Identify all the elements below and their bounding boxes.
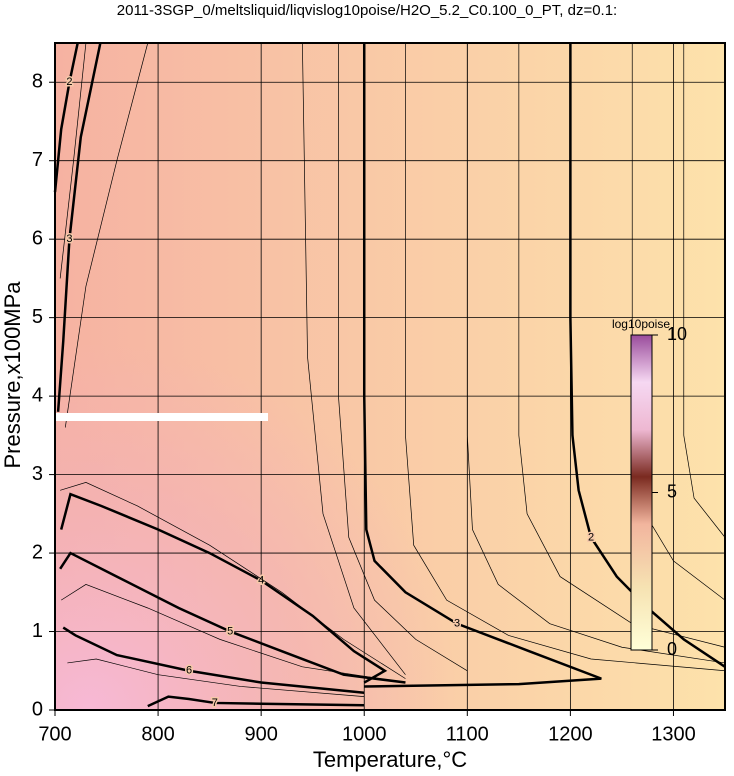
- x-tick-label: 900: [244, 723, 277, 745]
- x-tick-label: 1200: [548, 723, 593, 745]
- plot-frame: [54, 42, 726, 711]
- y-tick-label: 2: [32, 541, 43, 563]
- contour-line: [147, 695, 365, 708]
- y-tick-label: 1: [32, 620, 43, 642]
- colorbar: [630, 334, 653, 651]
- contour-line: [338, 43, 468, 672]
- x-tick-label: 1100: [446, 723, 489, 745]
- y-tick-label: 0: [32, 698, 43, 720]
- contour-line: [683, 43, 726, 538]
- contour-label: 2: [588, 531, 594, 543]
- colorbar-tick-label: 5: [667, 481, 677, 501]
- contour-line: [302, 42, 406, 675]
- x-tick-label: 1000: [342, 723, 387, 745]
- contour-line: [60, 584, 406, 683]
- colorbar-tick-label: 0: [667, 639, 677, 659]
- contour-label: 2: [66, 76, 72, 88]
- contour-line: [62, 626, 365, 694]
- contour-label: 3: [454, 618, 460, 630]
- contour-line: [466, 43, 726, 664]
- x-tick-label: 800: [141, 723, 174, 745]
- plot-shading: [55, 43, 725, 710]
- colorbar-label: log10poise: [612, 317, 670, 331]
- contour-line: [59, 492, 388, 684]
- y-tick-label: 7: [32, 149, 43, 171]
- contour-label: 3: [66, 233, 72, 245]
- y-axis-label: Pressure,x100MPa: [0, 281, 25, 469]
- contour-line: [569, 43, 726, 668]
- contour-line: [67, 658, 365, 698]
- chart-title: 2011-3SGP_0/meltsliquid/liqvislog10poise…: [117, 2, 617, 19]
- contour-line: [59, 42, 87, 279]
- y-tick-label: 4: [32, 384, 43, 406]
- contour-line: [60, 482, 406, 679]
- contour-line: [56, 42, 102, 412]
- contour-line: [59, 551, 406, 684]
- y-tick-label: 6: [32, 227, 43, 249]
- contour-line: [53, 42, 79, 193]
- contour-label: 5: [227, 625, 233, 637]
- x-tick-label: 1300: [651, 723, 696, 745]
- contour-line: [362, 43, 602, 688]
- contour-label: 6: [186, 665, 192, 677]
- x-axis-label: Temperature,°C: [313, 747, 467, 772]
- y-tick-label: 5: [32, 306, 43, 328]
- y-tick-label: 3: [32, 463, 43, 485]
- contour-line: [64, 42, 149, 428]
- colorbar-tick-label: 10: [667, 324, 687, 344]
- contour-label: 7: [212, 697, 218, 709]
- y-tick-label: 8: [32, 71, 43, 93]
- contour-label: 4: [258, 574, 264, 586]
- contour-line: [405, 43, 726, 672]
- x-tick-label: 700: [38, 723, 71, 745]
